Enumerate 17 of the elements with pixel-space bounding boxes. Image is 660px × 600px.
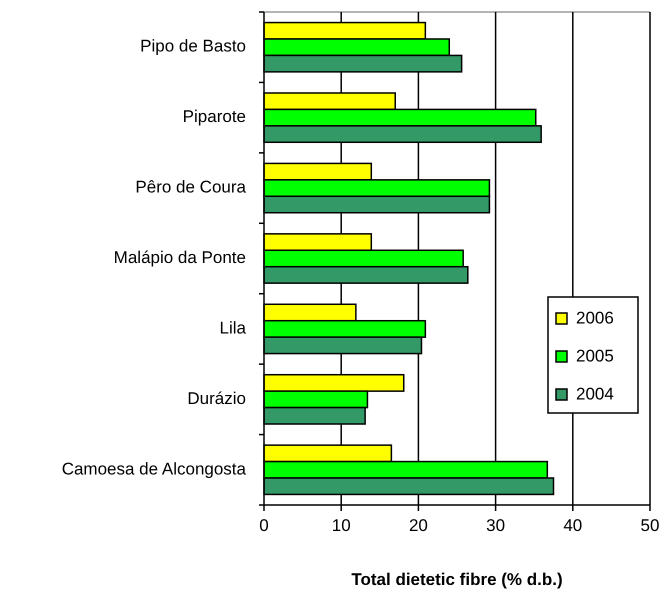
y-tick-label: Lila: [220, 318, 247, 338]
x-tick-label: 40: [563, 516, 582, 535]
x-tick-label: 20: [408, 516, 428, 535]
y-tick-label: Pipo de Basto: [140, 36, 246, 56]
x-axis-title: Total dietetic fibre (% d.b.): [351, 570, 563, 589]
legend-label: 2005: [576, 346, 614, 366]
x-tick-label: 10: [332, 516, 351, 535]
y-tick-label: Durázio: [187, 388, 246, 408]
x-tick-label: 0: [259, 516, 269, 535]
x-tick-label: 50: [640, 516, 660, 535]
legend-label: 2004: [576, 384, 614, 404]
y-tick-label: Camoesa de Alcongosta: [62, 459, 247, 478]
y-tick-label: Piparote: [182, 107, 246, 126]
y-tick-label: Malápio da Ponte: [114, 248, 246, 267]
y-tick-label: Pêro de Coura: [135, 178, 247, 197]
legend-label: 2006: [576, 308, 614, 328]
x-tick-label: 30: [486, 516, 506, 535]
